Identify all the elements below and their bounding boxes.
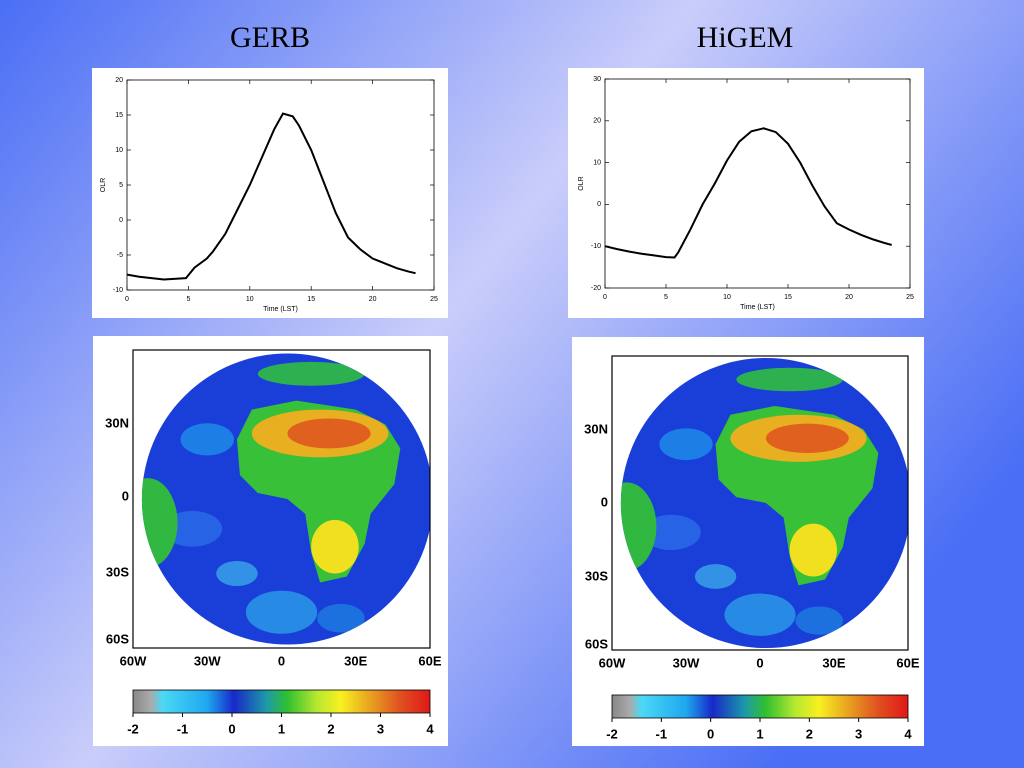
line-series (126, 112, 416, 281)
y-tick-label: 15 (115, 112, 123, 119)
cloud-region (724, 593, 796, 636)
cloud-region (162, 510, 223, 547)
lon-label: 60W (599, 655, 626, 670)
line-series (604, 127, 892, 259)
colorbar-label: 0 (707, 726, 714, 741)
lon-label: 30E (344, 653, 367, 668)
south-region (311, 519, 359, 574)
colorbar-label: 4 (426, 721, 434, 736)
x-tick-label: 25 (430, 296, 438, 303)
cloud-region (216, 560, 258, 587)
y-tick-label: 10 (115, 147, 123, 154)
x-tick-label: 20 (369, 296, 377, 303)
map-frame (132, 349, 431, 649)
x-tick-label: 25 (906, 294, 914, 301)
lat-label: 60S (106, 631, 129, 646)
map (620, 357, 908, 649)
colorbar-label: 1 (278, 721, 285, 736)
desert-core (765, 423, 849, 454)
y-tick-label: -20 (591, 285, 601, 292)
x-axis-label: Time (LST) (740, 304, 775, 311)
europe-region (736, 367, 843, 392)
colorbar-label: 4 (904, 726, 912, 741)
lat-label: 0 (122, 488, 129, 503)
cloud-region (659, 428, 713, 461)
colorbar-label: -1 (177, 721, 189, 736)
cloud-region (245, 590, 318, 634)
lon-label: 0 (756, 655, 763, 670)
colorbar-label: -2 (127, 721, 139, 736)
x-tick-label: 5 (186, 296, 190, 303)
plot-frame (604, 78, 911, 289)
x-tick-label: 5 (664, 294, 668, 301)
america-region (620, 482, 657, 571)
colorbar-label: 3 (855, 726, 862, 741)
chart-title: HiGEM (697, 21, 794, 54)
y-tick-label: 30 (593, 76, 601, 83)
cloud-region (795, 606, 843, 635)
y-axis-label: OLR (578, 176, 585, 190)
colorbar-label: 2 (327, 721, 334, 736)
map-disk (620, 357, 908, 649)
y-axis-label: OLR (100, 178, 107, 192)
y-tick-label: -10 (591, 243, 601, 250)
y-tick-label: 0 (597, 201, 601, 208)
europe-region (257, 361, 365, 386)
y-tick-label: 10 (593, 159, 601, 166)
lat-label: 30S (106, 564, 129, 579)
lon-label: 30W (194, 653, 221, 668)
lon-label: 30E (822, 655, 845, 670)
map (141, 353, 430, 645)
cloud-region (641, 514, 701, 551)
colorbar-label: 1 (756, 726, 763, 741)
desert-core (287, 418, 371, 449)
chart-title: GERB (230, 21, 310, 54)
lon-label: 60E (418, 653, 441, 668)
south-region (789, 523, 837, 577)
colorbar-label: 3 (377, 721, 384, 736)
x-tick-label: 20 (845, 294, 853, 301)
lat-label: 60S (585, 636, 608, 651)
x-tick-label: 15 (784, 294, 792, 301)
colorbar (132, 689, 431, 714)
chart-panel (568, 68, 924, 318)
lat-label: 30S (585, 568, 608, 583)
cloud-region (180, 423, 234, 456)
y-tick-label: 5 (119, 182, 123, 189)
lon-label: 0 (278, 653, 285, 668)
lon-label: 60E (896, 655, 919, 670)
y-tick-label: 20 (115, 77, 123, 84)
colorbar-label: 0 (228, 721, 235, 736)
cloud-region (694, 564, 737, 589)
lon-label: 60W (120, 653, 147, 668)
colorbar-label: 2 (806, 726, 813, 741)
x-tick-label: 10 (246, 296, 254, 303)
x-tick-label: 10 (723, 294, 731, 301)
lat-label: 30N (105, 415, 129, 430)
colorbar (611, 694, 909, 719)
chart-panel (92, 68, 448, 318)
x-tick-label: 0 (603, 294, 607, 301)
x-tick-label: 0 (125, 296, 129, 303)
lat-label: 30N (584, 421, 608, 436)
y-tick-label: 0 (119, 217, 123, 224)
map-disk (141, 353, 430, 645)
lat-label: 0 (601, 494, 608, 509)
america-region (141, 478, 178, 568)
x-tick-label: 15 (307, 296, 315, 303)
y-tick-label: -5 (117, 252, 123, 259)
x-axis-label: Time (LST) (263, 306, 298, 313)
colorbar-label: -1 (656, 726, 668, 741)
lon-label: 30W (673, 655, 700, 670)
cloud-region (317, 603, 365, 633)
colorbar-label: -2 (606, 726, 618, 741)
y-tick-label: 20 (593, 118, 601, 125)
y-tick-label: -10 (113, 287, 123, 294)
map-frame (611, 355, 909, 651)
